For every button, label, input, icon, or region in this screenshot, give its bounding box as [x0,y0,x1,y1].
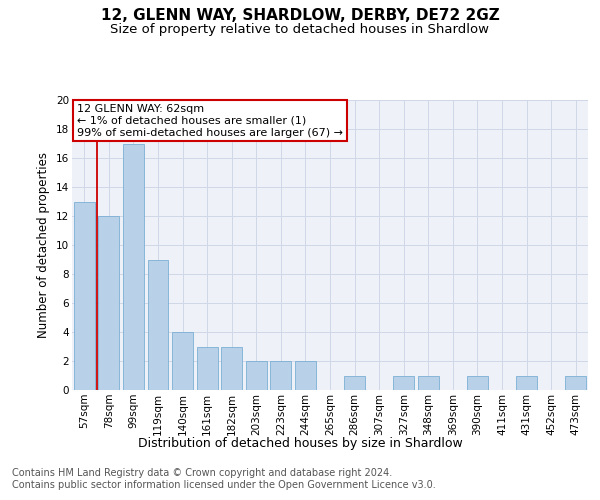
Bar [516,376,537,390]
Bar [74,202,95,390]
Bar [418,376,439,390]
Text: 12, GLENN WAY, SHARDLOW, DERBY, DE72 2GZ: 12, GLENN WAY, SHARDLOW, DERBY, DE72 2GZ [101,8,499,22]
Bar [197,346,218,390]
Text: Contains HM Land Registry data © Crown copyright and database right 2024.: Contains HM Land Registry data © Crown c… [12,468,392,477]
Bar [393,376,414,390]
Bar [148,260,169,390]
Text: Size of property relative to detached houses in Shardlow: Size of property relative to detached ho… [110,22,490,36]
Bar [221,346,242,390]
Bar [565,376,586,390]
Y-axis label: Number of detached properties: Number of detached properties [37,152,50,338]
Bar [295,361,316,390]
Bar [246,361,267,390]
Bar [98,216,119,390]
Bar [172,332,193,390]
Text: Distribution of detached houses by size in Shardlow: Distribution of detached houses by size … [137,438,463,450]
Text: 12 GLENN WAY: 62sqm
← 1% of detached houses are smaller (1)
99% of semi-detached: 12 GLENN WAY: 62sqm ← 1% of detached hou… [77,104,343,138]
Bar [271,361,292,390]
Bar [467,376,488,390]
Text: Contains public sector information licensed under the Open Government Licence v3: Contains public sector information licen… [12,480,436,490]
Bar [123,144,144,390]
Bar [344,376,365,390]
